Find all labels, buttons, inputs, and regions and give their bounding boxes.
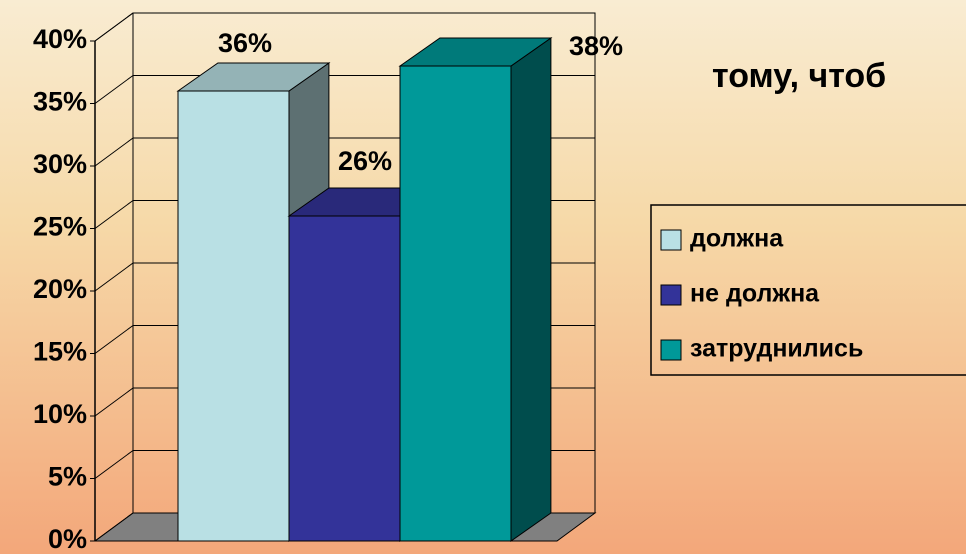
grid-line [94, 450, 134, 479]
y-tick-label: 0% [48, 524, 87, 554]
y-tick-label: 40% [33, 24, 87, 54]
bar-side [510, 37, 552, 542]
y-tick-label: 35% [33, 87, 87, 117]
legend-swatch [660, 229, 682, 251]
grid-line [94, 512, 134, 542]
bar [399, 65, 512, 542]
legend-box [650, 204, 966, 376]
legend-label: не должна [690, 280, 820, 308]
data-label: 36% [218, 28, 272, 58]
data-label: 26% [338, 146, 392, 176]
grid-line [94, 387, 134, 417]
grid-line [94, 325, 134, 354]
chart-title: тому, чтоб [712, 57, 886, 95]
y-tick-label: 5% [48, 462, 87, 492]
legend-label: должна [690, 225, 784, 253]
grid-line [94, 137, 134, 167]
grid-line [94, 200, 134, 229]
y-tick-label: 15% [33, 337, 87, 367]
legend-swatch [660, 284, 682, 306]
grid-line [94, 12, 134, 42]
bar [177, 90, 290, 542]
y-tick-label: 25% [33, 212, 87, 242]
y-tick-label: 30% [33, 149, 87, 179]
y-tick-label: 20% [33, 274, 87, 304]
data-label: 38% [569, 31, 623, 61]
y-tick-label: 10% [33, 399, 87, 429]
grid-line [94, 262, 134, 292]
legend-swatch [660, 339, 682, 361]
legend-label: затруднились [690, 335, 863, 363]
bar [288, 215, 401, 542]
grid-line [94, 75, 134, 104]
